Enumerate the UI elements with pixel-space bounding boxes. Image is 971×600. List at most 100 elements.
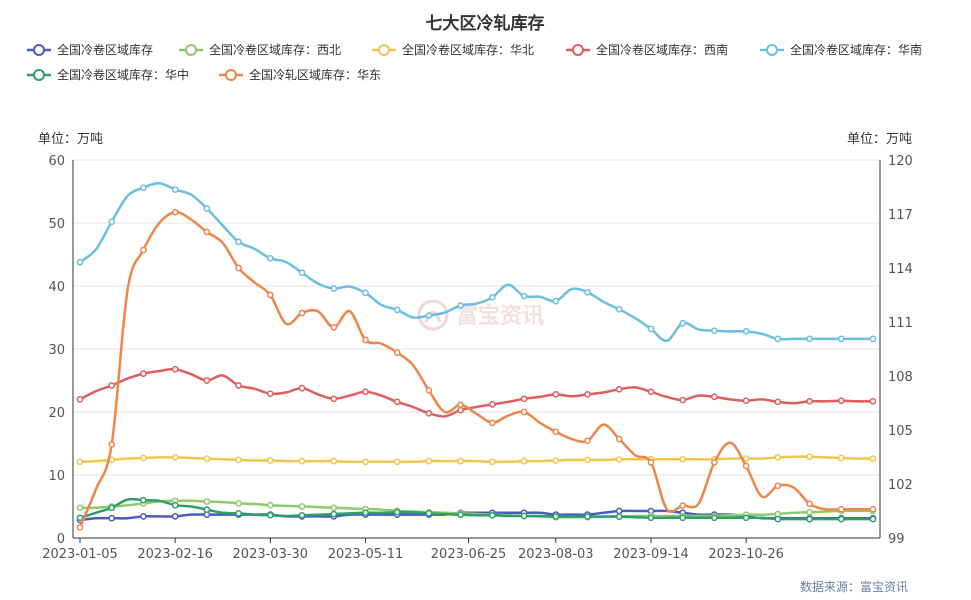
data-point[interactable] <box>837 505 845 513</box>
data-point[interactable] <box>235 500 242 507</box>
data-point[interactable] <box>140 370 147 377</box>
data-point[interactable] <box>330 510 338 518</box>
data-point[interactable] <box>171 454 179 461</box>
data-point[interactable] <box>457 401 464 409</box>
data-point[interactable] <box>362 336 369 344</box>
data-point[interactable] <box>489 458 496 466</box>
data-point[interactable] <box>869 455 877 462</box>
data-point[interactable] <box>330 324 338 331</box>
data-point[interactable] <box>108 441 116 448</box>
data-point[interactable] <box>298 269 306 277</box>
data-point[interactable] <box>584 456 591 464</box>
data-point[interactable] <box>584 288 591 296</box>
data-point[interactable] <box>266 390 274 398</box>
data-point[interactable] <box>171 208 179 216</box>
data-point[interactable] <box>520 395 528 403</box>
data-point[interactable] <box>869 335 877 343</box>
data-point[interactable] <box>76 523 84 531</box>
data-point[interactable] <box>140 496 147 504</box>
legend-item[interactable]: 全国冷卷区域库存：华中 <box>27 67 189 82</box>
data-point[interactable] <box>489 511 496 519</box>
data-point[interactable] <box>76 258 84 266</box>
data-point[interactable] <box>584 437 591 445</box>
data-point[interactable] <box>140 454 147 462</box>
data-point[interactable] <box>806 500 813 508</box>
data-point[interactable] <box>520 408 528 416</box>
data-point[interactable] <box>552 428 560 436</box>
data-point[interactable] <box>298 511 306 519</box>
data-point[interactable] <box>425 510 433 517</box>
data-point[interactable] <box>330 285 338 292</box>
data-point[interactable] <box>425 457 433 465</box>
data-point[interactable] <box>171 365 179 373</box>
data-point[interactable] <box>203 205 211 212</box>
data-point[interactable] <box>203 506 211 513</box>
data-point[interactable] <box>140 246 147 254</box>
data-point[interactable] <box>140 513 147 520</box>
data-point[interactable] <box>774 482 782 490</box>
data-point[interactable] <box>203 228 211 236</box>
data-point[interactable] <box>171 501 179 509</box>
data-point[interactable] <box>742 462 750 470</box>
data-point[interactable] <box>266 511 274 519</box>
data-point[interactable] <box>489 419 496 427</box>
data-point[interactable] <box>298 384 306 392</box>
data-point[interactable] <box>140 184 147 192</box>
data-point[interactable] <box>362 509 369 517</box>
data-point[interactable] <box>393 349 401 356</box>
data-point[interactable] <box>615 385 623 393</box>
data-point[interactable] <box>774 454 782 461</box>
data-point[interactable] <box>362 388 369 396</box>
data-point[interactable] <box>552 297 560 305</box>
data-point[interactable] <box>711 327 718 335</box>
data-point[interactable] <box>425 312 433 319</box>
data-point[interactable] <box>266 501 274 509</box>
data-point[interactable] <box>203 498 211 505</box>
data-point[interactable] <box>742 397 750 405</box>
data-point[interactable] <box>457 302 464 309</box>
data-point[interactable] <box>362 458 369 466</box>
data-point[interactable] <box>806 335 813 343</box>
data-point[interactable] <box>203 377 211 384</box>
data-point[interactable] <box>298 309 306 317</box>
data-point[interactable] <box>520 512 528 520</box>
data-point[interactable] <box>235 264 242 272</box>
data-point[interactable] <box>235 238 242 246</box>
data-point[interactable] <box>615 435 623 443</box>
data-point[interactable] <box>235 456 242 464</box>
data-point[interactable] <box>457 511 464 519</box>
data-point[interactable] <box>742 328 750 335</box>
data-point[interactable] <box>330 457 338 465</box>
data-point[interactable] <box>108 218 116 226</box>
data-point[interactable] <box>108 504 116 512</box>
data-point[interactable] <box>520 457 528 465</box>
data-point[interactable] <box>774 398 782 406</box>
data-point[interactable] <box>806 515 813 523</box>
data-point[interactable] <box>393 508 401 516</box>
data-point[interactable] <box>76 514 84 522</box>
legend-item[interactable]: 全国冷卷区域库存：华南 <box>760 42 922 57</box>
data-point[interactable] <box>108 514 116 522</box>
legend-item[interactable]: 全国冷轧区域库存：华东 <box>219 67 381 82</box>
legend-item[interactable]: 全国冷卷区域库存：华北 <box>372 42 534 57</box>
data-point[interactable] <box>266 291 274 299</box>
data-point[interactable] <box>806 453 813 461</box>
data-point[interactable] <box>837 335 845 343</box>
data-point[interactable] <box>171 186 179 193</box>
data-point[interactable] <box>235 382 242 389</box>
data-point[interactable] <box>584 513 591 520</box>
data-point[interactable] <box>679 502 687 509</box>
data-point[interactable] <box>425 409 433 417</box>
data-point[interactable] <box>457 406 464 414</box>
data-point[interactable] <box>679 455 687 463</box>
data-point[interactable] <box>203 455 211 462</box>
data-point[interactable] <box>647 325 655 333</box>
data-point[interactable] <box>266 457 274 464</box>
data-point[interactable] <box>552 513 560 520</box>
data-point[interactable] <box>457 457 464 465</box>
data-point[interactable] <box>266 254 274 262</box>
data-point[interactable] <box>393 398 401 406</box>
data-point[interactable] <box>108 382 116 389</box>
data-point[interactable] <box>742 514 750 522</box>
data-point[interactable] <box>615 305 623 313</box>
